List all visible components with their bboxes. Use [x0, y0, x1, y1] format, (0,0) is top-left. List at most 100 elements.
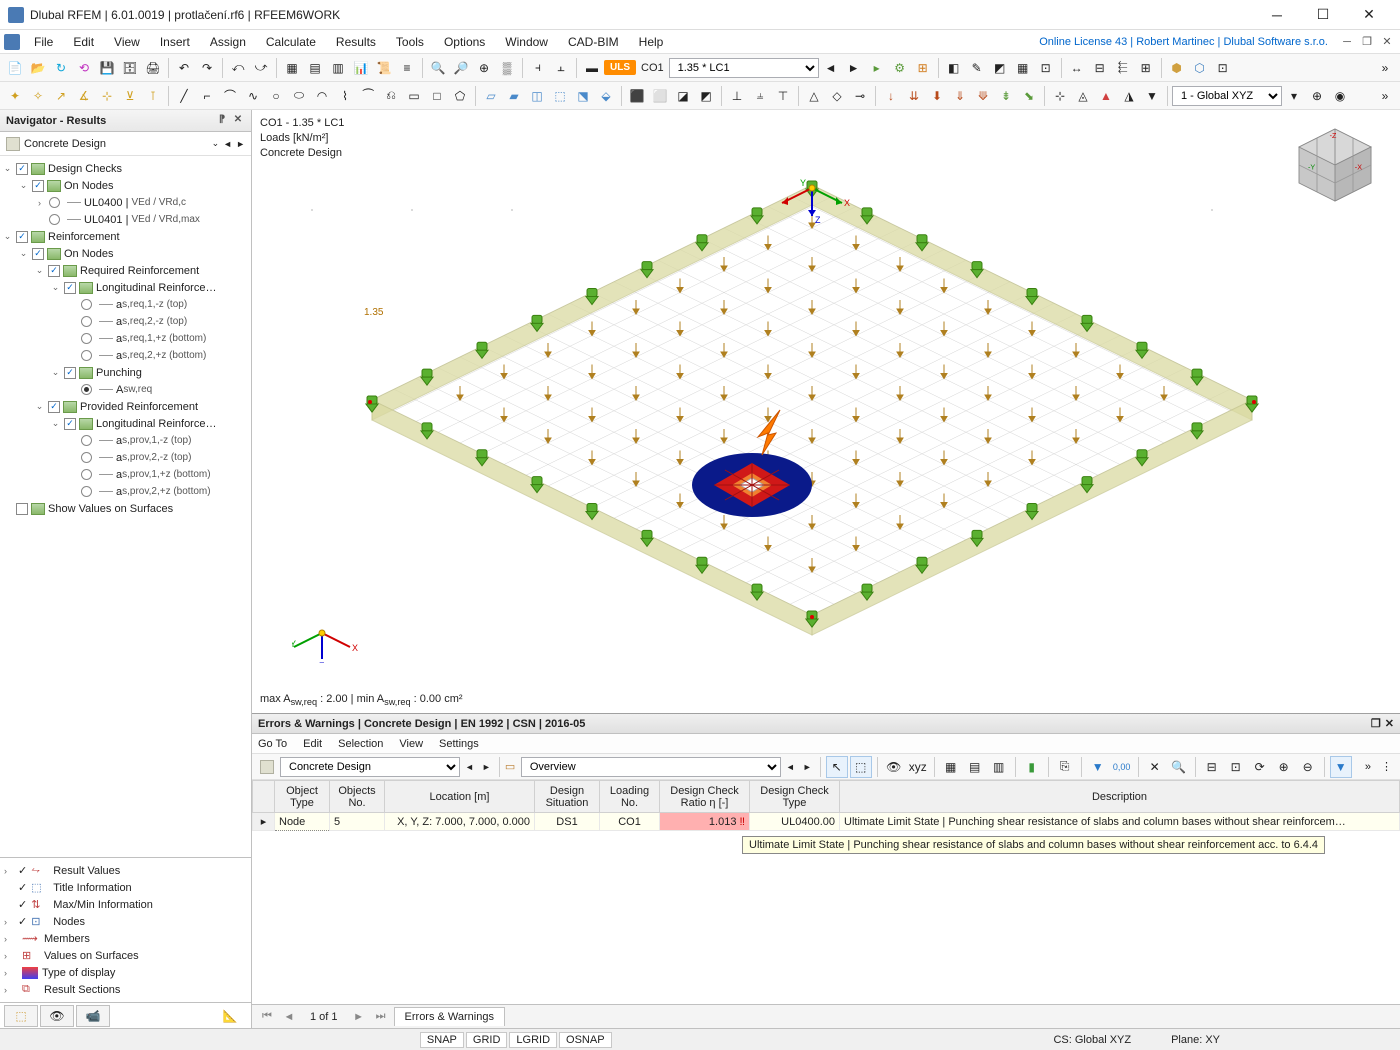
status-snap[interactable]: SNAP — [420, 1032, 464, 1048]
app-menu-icon[interactable] — [4, 34, 20, 50]
maximize-button[interactable]: ☐ — [1300, 0, 1346, 30]
reload-icon[interactable]: ↻ — [50, 57, 72, 79]
ew-combo-2[interactable]: Overview — [521, 757, 781, 777]
expand-icon[interactable]: ⌄ — [18, 180, 29, 191]
ew-more-icon[interactable]: » — [1361, 761, 1375, 773]
opt-values-surf[interactable]: Values on Surfaces — [44, 950, 139, 962]
ew-num-icon[interactable]: 0,00 — [1111, 756, 1133, 778]
line2-icon[interactable]: ⌐ — [196, 85, 218, 107]
arc-icon[interactable]: ◠ — [311, 85, 333, 107]
ew-search-icon[interactable]: 🔍 — [1168, 756, 1190, 778]
checkbox[interactable]: ✓ — [48, 265, 60, 277]
text-icon[interactable]: ⊟ — [1089, 57, 1111, 79]
sol1-icon[interactable]: ⬛ — [626, 85, 648, 107]
radio[interactable] — [81, 350, 92, 361]
ang-icon[interactable]: ∡ — [73, 85, 95, 107]
script-icon[interactable]: 📜 — [373, 57, 395, 79]
calc1-icon[interactable]: ▸ — [866, 57, 888, 79]
next-lc-icon[interactable]: ► — [843, 57, 865, 79]
checkbox[interactable]: ✓ — [18, 898, 27, 911]
expand-icon[interactable]: › — [4, 951, 14, 961]
undo-icon[interactable]: ↶ — [173, 57, 195, 79]
ew-tbl2-icon[interactable]: ▤ — [964, 756, 986, 778]
loadcase-combo[interactable]: 1.35 * LC1 — [669, 58, 819, 78]
ew-sel-icon[interactable]: ▮ — [1021, 756, 1043, 778]
mdi-close[interactable]: ✕ — [1378, 33, 1396, 51]
ew-e-icon[interactable]: ⊖ — [1297, 756, 1319, 778]
surf5-icon[interactable]: ⬔ — [572, 85, 594, 107]
ew-eye-icon[interactable]: 👁 — [883, 756, 905, 778]
expand-icon[interactable]: › — [4, 917, 14, 927]
tool-d-icon[interactable]: ▦ — [1012, 57, 1034, 79]
spline-icon[interactable]: ∿ — [242, 85, 264, 107]
ew-b-icon[interactable]: ⊡ — [1225, 756, 1247, 778]
expand-icon[interactable]: › — [4, 934, 14, 944]
status-lgrid[interactable]: LGRID — [509, 1032, 557, 1048]
tool-e-icon[interactable]: ⊡ — [1035, 57, 1057, 79]
radio[interactable] — [81, 469, 92, 480]
expand-icon[interactable]: ⌄ — [34, 401, 45, 412]
ew-menu-icon[interactable]: ⋮ — [1377, 760, 1396, 773]
3d-viewport[interactable]: CO1 - 1.35 * LC1 Loads [kN/m²] Concrete … — [252, 110, 1400, 713]
expand-icon[interactable]: › — [4, 985, 14, 995]
rel-icon[interactable]: ⊸ — [849, 85, 871, 107]
menu-view[interactable]: View — [104, 32, 150, 52]
menu-help[interactable]: Help — [629, 32, 674, 52]
mdi-restore[interactable]: ❐ — [1358, 33, 1376, 51]
save-icon[interactable]: 💾 — [96, 57, 118, 79]
redo2-icon[interactable]: ⤻ — [250, 57, 272, 79]
checkbox[interactable]: ✓ — [16, 231, 28, 243]
ew-a-icon[interactable]: ⊟ — [1201, 756, 1223, 778]
checkbox[interactable]: ✓ — [32, 180, 44, 192]
table3-icon[interactable]: ▥ — [327, 57, 349, 79]
node-icon[interactable]: ✦ — [4, 85, 26, 107]
tree-longitudinal-2[interactable]: Longitudinal Reinforce… — [96, 418, 216, 430]
col-ratio[interactable]: Design Check Ratio η [-] — [660, 781, 750, 813]
res3-icon[interactable]: ▲ — [1095, 85, 1117, 107]
expand-icon[interactable]: ⌄ — [50, 282, 61, 293]
radio-selected[interactable] — [81, 384, 92, 395]
res2-icon[interactable]: ◬ — [1072, 85, 1094, 107]
checkbox[interactable]: ✓ — [64, 367, 76, 379]
col-objects-no[interactable]: Objects No. — [330, 781, 385, 813]
expand-icon[interactable]: › — [4, 866, 14, 876]
pager-first-icon[interactable]: ⏮ — [258, 1010, 276, 1023]
tool-b-icon[interactable]: ✎ — [966, 57, 988, 79]
sync-icon[interactable]: ⟲ — [73, 57, 95, 79]
vec-icon[interactable]: ↗ — [50, 85, 72, 107]
col-loading[interactable]: Loading No. — [600, 781, 660, 813]
radio[interactable] — [49, 214, 60, 225]
surf2-icon[interactable]: ▰ — [503, 85, 525, 107]
menu-options[interactable]: Options — [434, 32, 495, 52]
tree-reinforcement[interactable]: Reinforcement — [48, 231, 120, 243]
pager-next-icon[interactable]: ► — [350, 1011, 368, 1023]
checkbox[interactable]: ✓ — [18, 864, 27, 877]
category-prev-icon[interactable]: ◄ — [223, 139, 232, 149]
ew-tbl3-icon[interactable]: ▥ — [988, 756, 1010, 778]
table2-icon[interactable]: ▤ — [304, 57, 326, 79]
minimize-button[interactable]: ─ — [1254, 0, 1300, 30]
expand-icon[interactable]: ⌄ — [2, 163, 13, 174]
expand-icon[interactable]: ⌄ — [18, 248, 29, 259]
more-icon[interactable]: » — [1374, 57, 1396, 79]
ew-copy-icon[interactable]: ⎘ — [1054, 756, 1076, 778]
rect-icon[interactable]: □ — [426, 85, 448, 107]
search-icon[interactable]: 🔍 — [427, 57, 449, 79]
radio[interactable] — [81, 316, 92, 327]
expand-icon[interactable]: › — [4, 968, 14, 978]
panel-close-icon[interactable]: ✕ — [231, 114, 245, 128]
checkbox[interactable]: ✓ — [64, 282, 76, 294]
menu-file[interactable]: File — [24, 32, 63, 52]
col-ds[interactable]: Design Situation — [535, 781, 600, 813]
ellipse-icon[interactable]: ⬭ — [288, 85, 310, 107]
checkbox[interactable]: ✓ — [18, 881, 27, 894]
sup-icon[interactable]: △ — [803, 85, 825, 107]
align2-icon[interactable]: ⫠ — [550, 57, 572, 79]
opt-result-values[interactable]: Result Values — [53, 865, 120, 877]
cube3-icon[interactable]: ⊡ — [1212, 57, 1234, 79]
menu-assign[interactable]: Assign — [200, 32, 256, 52]
ew-t2-icon[interactable]: ⬚ — [850, 756, 872, 778]
misc-icon[interactable]: ⊞ — [1135, 57, 1157, 79]
sp3-icon[interactable]: ⊺ — [142, 85, 164, 107]
sol2-icon[interactable]: ⬜ — [649, 85, 671, 107]
